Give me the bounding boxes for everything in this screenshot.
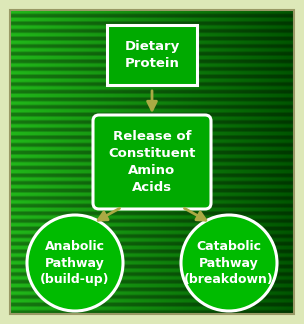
- Text: Anabolic
Pathway
(build-up): Anabolic Pathway (build-up): [40, 240, 110, 286]
- Circle shape: [27, 215, 123, 311]
- Circle shape: [181, 215, 277, 311]
- FancyBboxPatch shape: [107, 25, 197, 85]
- FancyBboxPatch shape: [93, 115, 211, 209]
- Text: Dietary
Protein: Dietary Protein: [124, 40, 180, 70]
- Text: Catabolic
Pathway
(breakdown): Catabolic Pathway (breakdown): [184, 240, 274, 286]
- Text: Release of
Constituent
Amino
Acids: Release of Constituent Amino Acids: [108, 130, 196, 194]
